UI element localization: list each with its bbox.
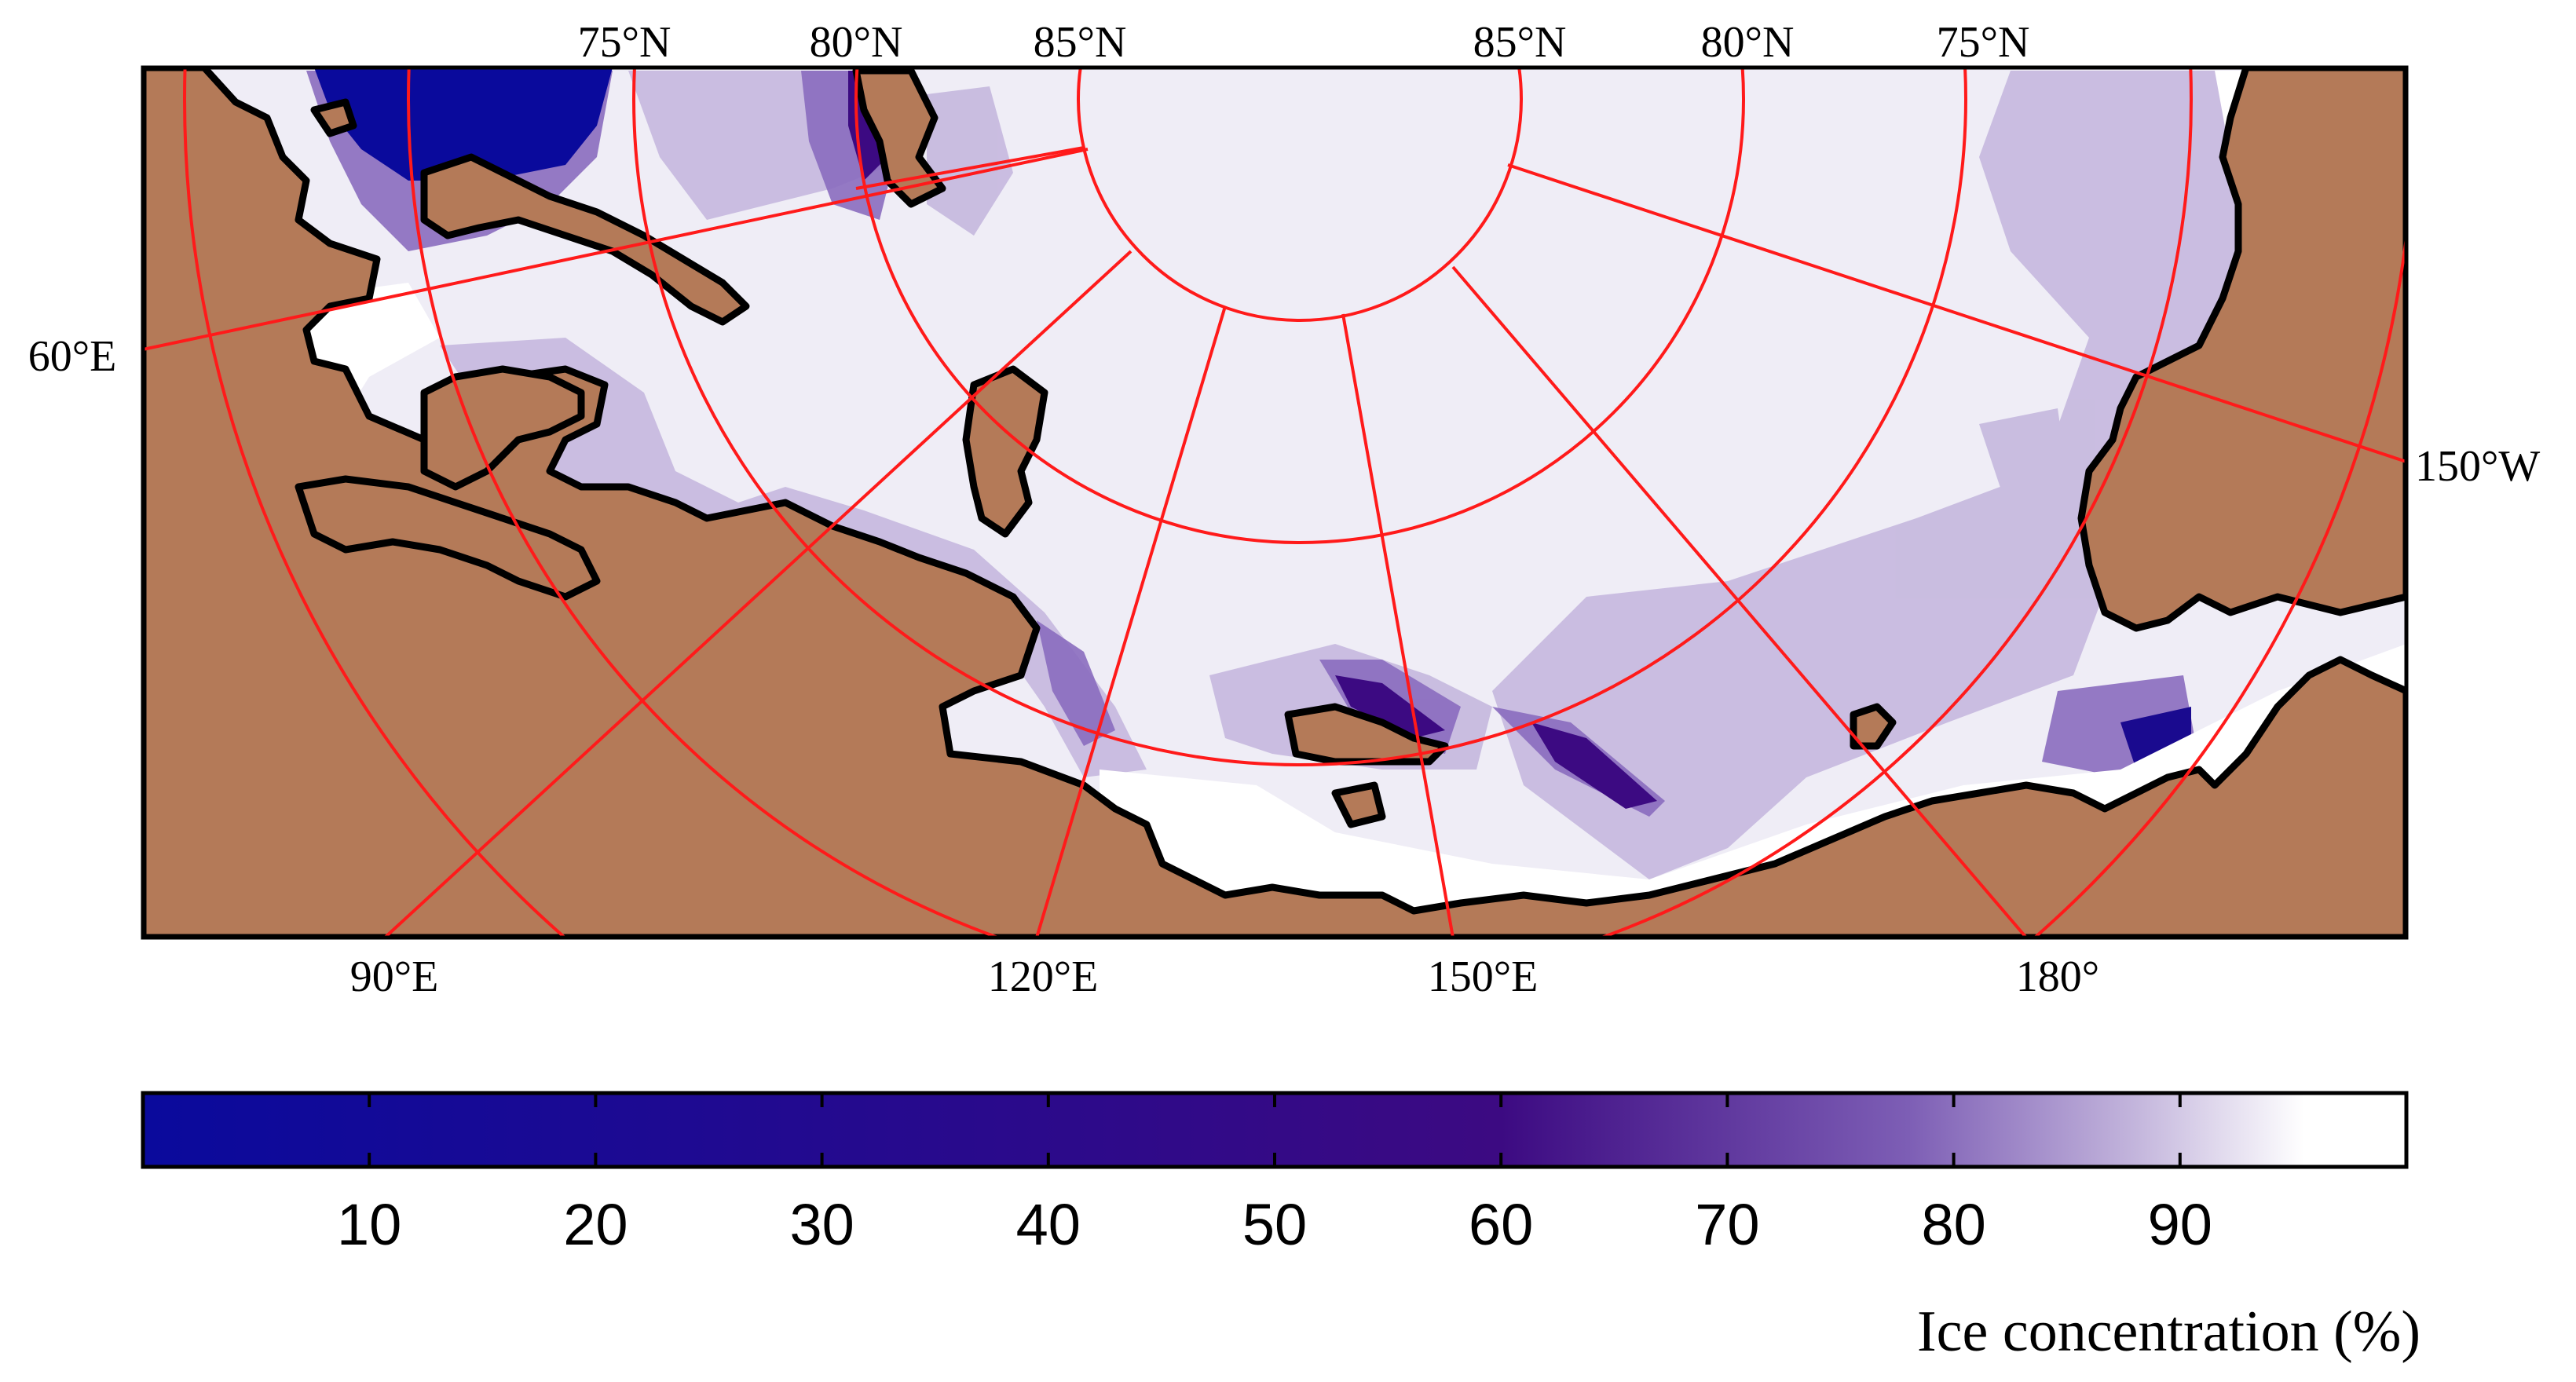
land-yamal — [420, 365, 585, 491]
lat-label-top-2: 80°N — [810, 18, 903, 67]
colorbar-tick-marks — [368, 1093, 2182, 1167]
land-wrangel-island — [1850, 703, 1897, 750]
map-panel — [143, 68, 2406, 938]
parallel-85n — [1077, 68, 1523, 322]
lon-label-bottom-180: 180° — [2016, 952, 2099, 1001]
graticule-labels: 75°N 80°N 85°N 85°N 80°N 75°N 60°E 90°E … — [28, 18, 2541, 1001]
meridian-120e — [1035, 305, 1227, 938]
land-north-america — [2077, 68, 2406, 632]
colorbar-tick-label-60: 60 — [1469, 1192, 1533, 1257]
land-islands-150e — [1284, 703, 1449, 766]
land-severnaya-zemlya — [420, 153, 750, 326]
lon-label-bottom-150e: 150°E — [1428, 952, 1539, 1001]
parallel-75n — [632, 68, 1967, 766]
meridian-60e — [143, 148, 1089, 351]
lon-label-bottom-90e: 90°E — [350, 952, 439, 1001]
lon-label-left-60e: 60°E — [28, 332, 117, 381]
parallel-65n — [183, 68, 2406, 938]
colorbar-tick-label-90: 90 — [2148, 1192, 2212, 1257]
parallel-80n — [854, 68, 1745, 544]
land-eurasia-west — [143, 68, 2406, 938]
lon-label-right-150w: 150°W — [2415, 442, 2540, 491]
colorbar-tick-label-40: 40 — [1016, 1192, 1081, 1257]
meridian-150w — [1507, 163, 2406, 463]
lat-label-top-5: 80°N — [1701, 18, 1795, 67]
colorbar-title: Ice concentration (%) — [1917, 1300, 2420, 1364]
meridian-180 — [1451, 265, 2028, 938]
meridian-150e — [1341, 313, 1454, 938]
parallel-70n — [407, 68, 2193, 938]
land-archipelago-80n — [852, 68, 946, 208]
colorbar: 10 20 30 40 50 60 70 80 90 Ice concentration (%) — [141, 1091, 2420, 1364]
land-peninsula-90e — [295, 475, 601, 601]
lon-label-bottom-120e: 120°E — [988, 952, 1099, 1001]
colorbar-tick-label-20: 20 — [563, 1192, 628, 1257]
lat-label-top-1: 75°N — [578, 18, 671, 67]
lat-label-top-3: 85°N — [1034, 18, 1127, 67]
land-island-small — [1331, 781, 1386, 828]
colorbar-tick-label-80: 80 — [1921, 1192, 1985, 1257]
colorbar-tick-label-10: 10 — [337, 1192, 401, 1257]
lat-label-top-4: 85°N — [1473, 18, 1567, 67]
land-masses — [143, 68, 2406, 938]
land-island-top-left — [310, 98, 357, 137]
colorbar-tick-labels: 10 20 30 40 50 60 70 80 90 — [337, 1192, 2212, 1257]
colorbar-tick-label-50: 50 — [1242, 1192, 1307, 1257]
meridian-top — [855, 146, 1085, 190]
colorbar-tick-label-30: 30 — [789, 1192, 854, 1257]
map-frame — [141, 65, 2409, 940]
graticule — [143, 68, 2406, 938]
lat-label-top-6: 75°N — [1937, 18, 2030, 67]
colorbar-tick-label-70: 70 — [1695, 1192, 1759, 1257]
meridian-90e — [383, 250, 1132, 938]
